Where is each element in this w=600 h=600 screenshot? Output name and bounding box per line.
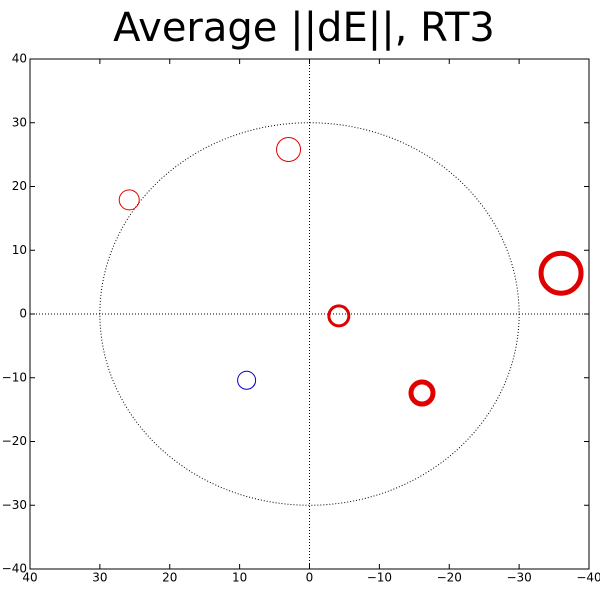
point [237, 370, 257, 390]
x-tick-label: 40 [22, 571, 37, 585]
x-tick-label: 30 [92, 571, 107, 585]
point [408, 379, 436, 407]
x-tick-label: 0 [306, 571, 314, 585]
plot-frame [29, 58, 590, 570]
y-tick-label: −30 [2, 498, 27, 512]
x-tick-label: 20 [162, 571, 177, 585]
y-tick-label: 30 [12, 115, 27, 129]
point [118, 189, 140, 211]
point [276, 137, 302, 163]
x-tick-label: 10 [232, 571, 247, 585]
x-tick-label: −30 [506, 571, 531, 585]
y-tick-label: −20 [2, 434, 27, 448]
y-tick-label: 10 [12, 243, 27, 257]
x-tick-label: −20 [437, 571, 462, 585]
y-tick-label: −40 [2, 562, 27, 576]
point [538, 250, 584, 296]
x-tick-label: −10 [367, 571, 392, 585]
reference-circle [99, 122, 520, 506]
y-tick-label: 20 [12, 179, 27, 193]
y-tick-label: 0 [19, 307, 27, 321]
chart-title: Average ||dE||, RT3 [113, 5, 495, 51]
y-tick-label: 40 [12, 52, 27, 66]
point [327, 304, 351, 328]
x-tick-label: −40 [576, 571, 600, 585]
y-tick-label: −10 [2, 370, 27, 384]
